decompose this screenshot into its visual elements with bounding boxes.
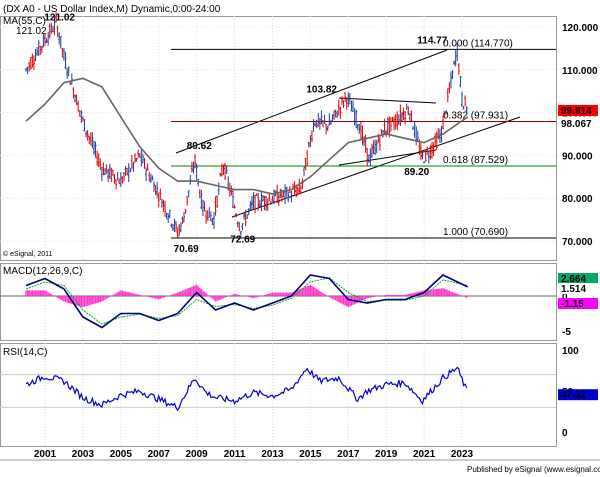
rsi-y-tick-label: 0 — [562, 428, 568, 439]
copyright-text: © eSignal, 2011 — [3, 250, 53, 258]
rsi-value-label: 47.32 — [561, 390, 586, 401]
price-value-box — [558, 104, 598, 116]
macd-title: MACD(12,26,9,C) — [3, 266, 82, 277]
price-structure-lines — [175, 49, 521, 218]
macd-value-box — [558, 273, 598, 284]
price-series — [25, 12, 469, 238]
fib-levels: 0.000 (114.770) 0.382 (97.931) 0.618 (87.5… — [171, 38, 556, 239]
price-y-axis: 70.00080.00090.000100.000110.000120.0009… — [558, 23, 599, 248]
x-tick-label: 2005 — [110, 449, 133, 460]
macd-value-label: 1.514 — [561, 284, 586, 295]
price-y-tick-label: 80.000 — [562, 194, 593, 205]
x-tick-label: 2001 — [34, 449, 57, 460]
price-y-tick-label: 90.000 — [562, 151, 593, 162]
macd-value-label: -1.15 — [561, 299, 584, 310]
macd-line — [25, 274, 469, 329]
fib-label: 0.618 (87.529) — [443, 155, 508, 166]
rsi-line — [25, 366, 468, 412]
panel-frames — [0, 16, 600, 461]
macd-value-box — [558, 298, 598, 309]
chart-title: (DX A0 - US Dollar Index,M) Dynamic,0:00… — [3, 4, 221, 15]
fib-label: 0.000 (114.770) — [443, 38, 513, 49]
x-tick-label: 2021 — [413, 449, 436, 460]
macd-y-tick-label: 0 — [562, 292, 568, 303]
rsi-value-box — [558, 389, 598, 401]
rsi-title: RSI(14,C) — [3, 347, 47, 358]
swing-point-label: 70.69 — [174, 244, 199, 255]
swing-point-label: 72.69 — [230, 234, 255, 245]
price-y-tick-label: 120.000 — [562, 23, 599, 34]
published-by-text: Published by eSignal (www.esignal.com) — [467, 465, 600, 474]
swing-point-label: 89.62 — [187, 141, 212, 152]
swing-point-label: 103.82 — [306, 84, 337, 95]
x-axis: 2001 2003 2005 2007 2009 2011 2013 2015 2017 2019… — [34, 449, 474, 460]
x-tick-label: 2017 — [337, 449, 360, 460]
swing-point-label: 121.02 — [44, 13, 75, 24]
ma-55-line — [25, 77, 469, 195]
x-tick-label: 2015 — [299, 449, 322, 460]
x-tick-label: 2011 — [224, 449, 246, 460]
price-y-tick-label: 110.000 — [562, 66, 598, 77]
rsi-series — [25, 366, 468, 412]
x-tick-label: 2023 — [451, 449, 474, 460]
price-y-tick-label: 70.000 — [562, 237, 593, 248]
fib-label: 0.382 (97.931) — [443, 110, 508, 121]
macd-histogram — [0, 284, 556, 308]
rsi-y-axis: 10050047.32 — [558, 346, 598, 439]
panel-frame-2 — [0, 263, 557, 341]
macd-value-label: 2.664 — [561, 274, 586, 285]
rsi-guides — [0, 374, 556, 408]
channel-lower-line — [231, 116, 521, 218]
panel-frame-3 — [0, 343, 557, 447]
price-value-label: 99.914 — [561, 106, 592, 117]
price-annotations: 121.02 70.69 89.62 72.69 103.82 89.20 114.77 — [44, 13, 447, 255]
swing-point-label: 89.20 — [404, 167, 429, 178]
swing-point-label: 114.77 — [417, 35, 447, 46]
rsi-y-tick-label: 100 — [562, 346, 579, 357]
panel-frame-1 — [0, 16, 557, 261]
x-tick-label: 2003 — [72, 449, 95, 460]
ma-value-label: 121.02 — [16, 26, 47, 37]
macd-y-tick-label: -5 — [562, 327, 571, 338]
x-tick-label: 2013 — [261, 449, 284, 460]
triangle-top-line — [338, 97, 437, 104]
channel-upper-line — [175, 49, 448, 154]
x-tick-label: 2009 — [186, 449, 209, 460]
price-value-box — [558, 117, 598, 129]
ma-legend: MA(55,C) — [3, 16, 46, 27]
x-tick-label: 2019 — [375, 449, 398, 460]
macd-series — [25, 274, 469, 329]
macd-value-box — [558, 283, 598, 294]
x-tick-label: 2007 — [148, 449, 171, 460]
price-value-label: 98.067 — [561, 119, 592, 130]
fib-label: 1.000 (70.690) — [443, 227, 508, 238]
